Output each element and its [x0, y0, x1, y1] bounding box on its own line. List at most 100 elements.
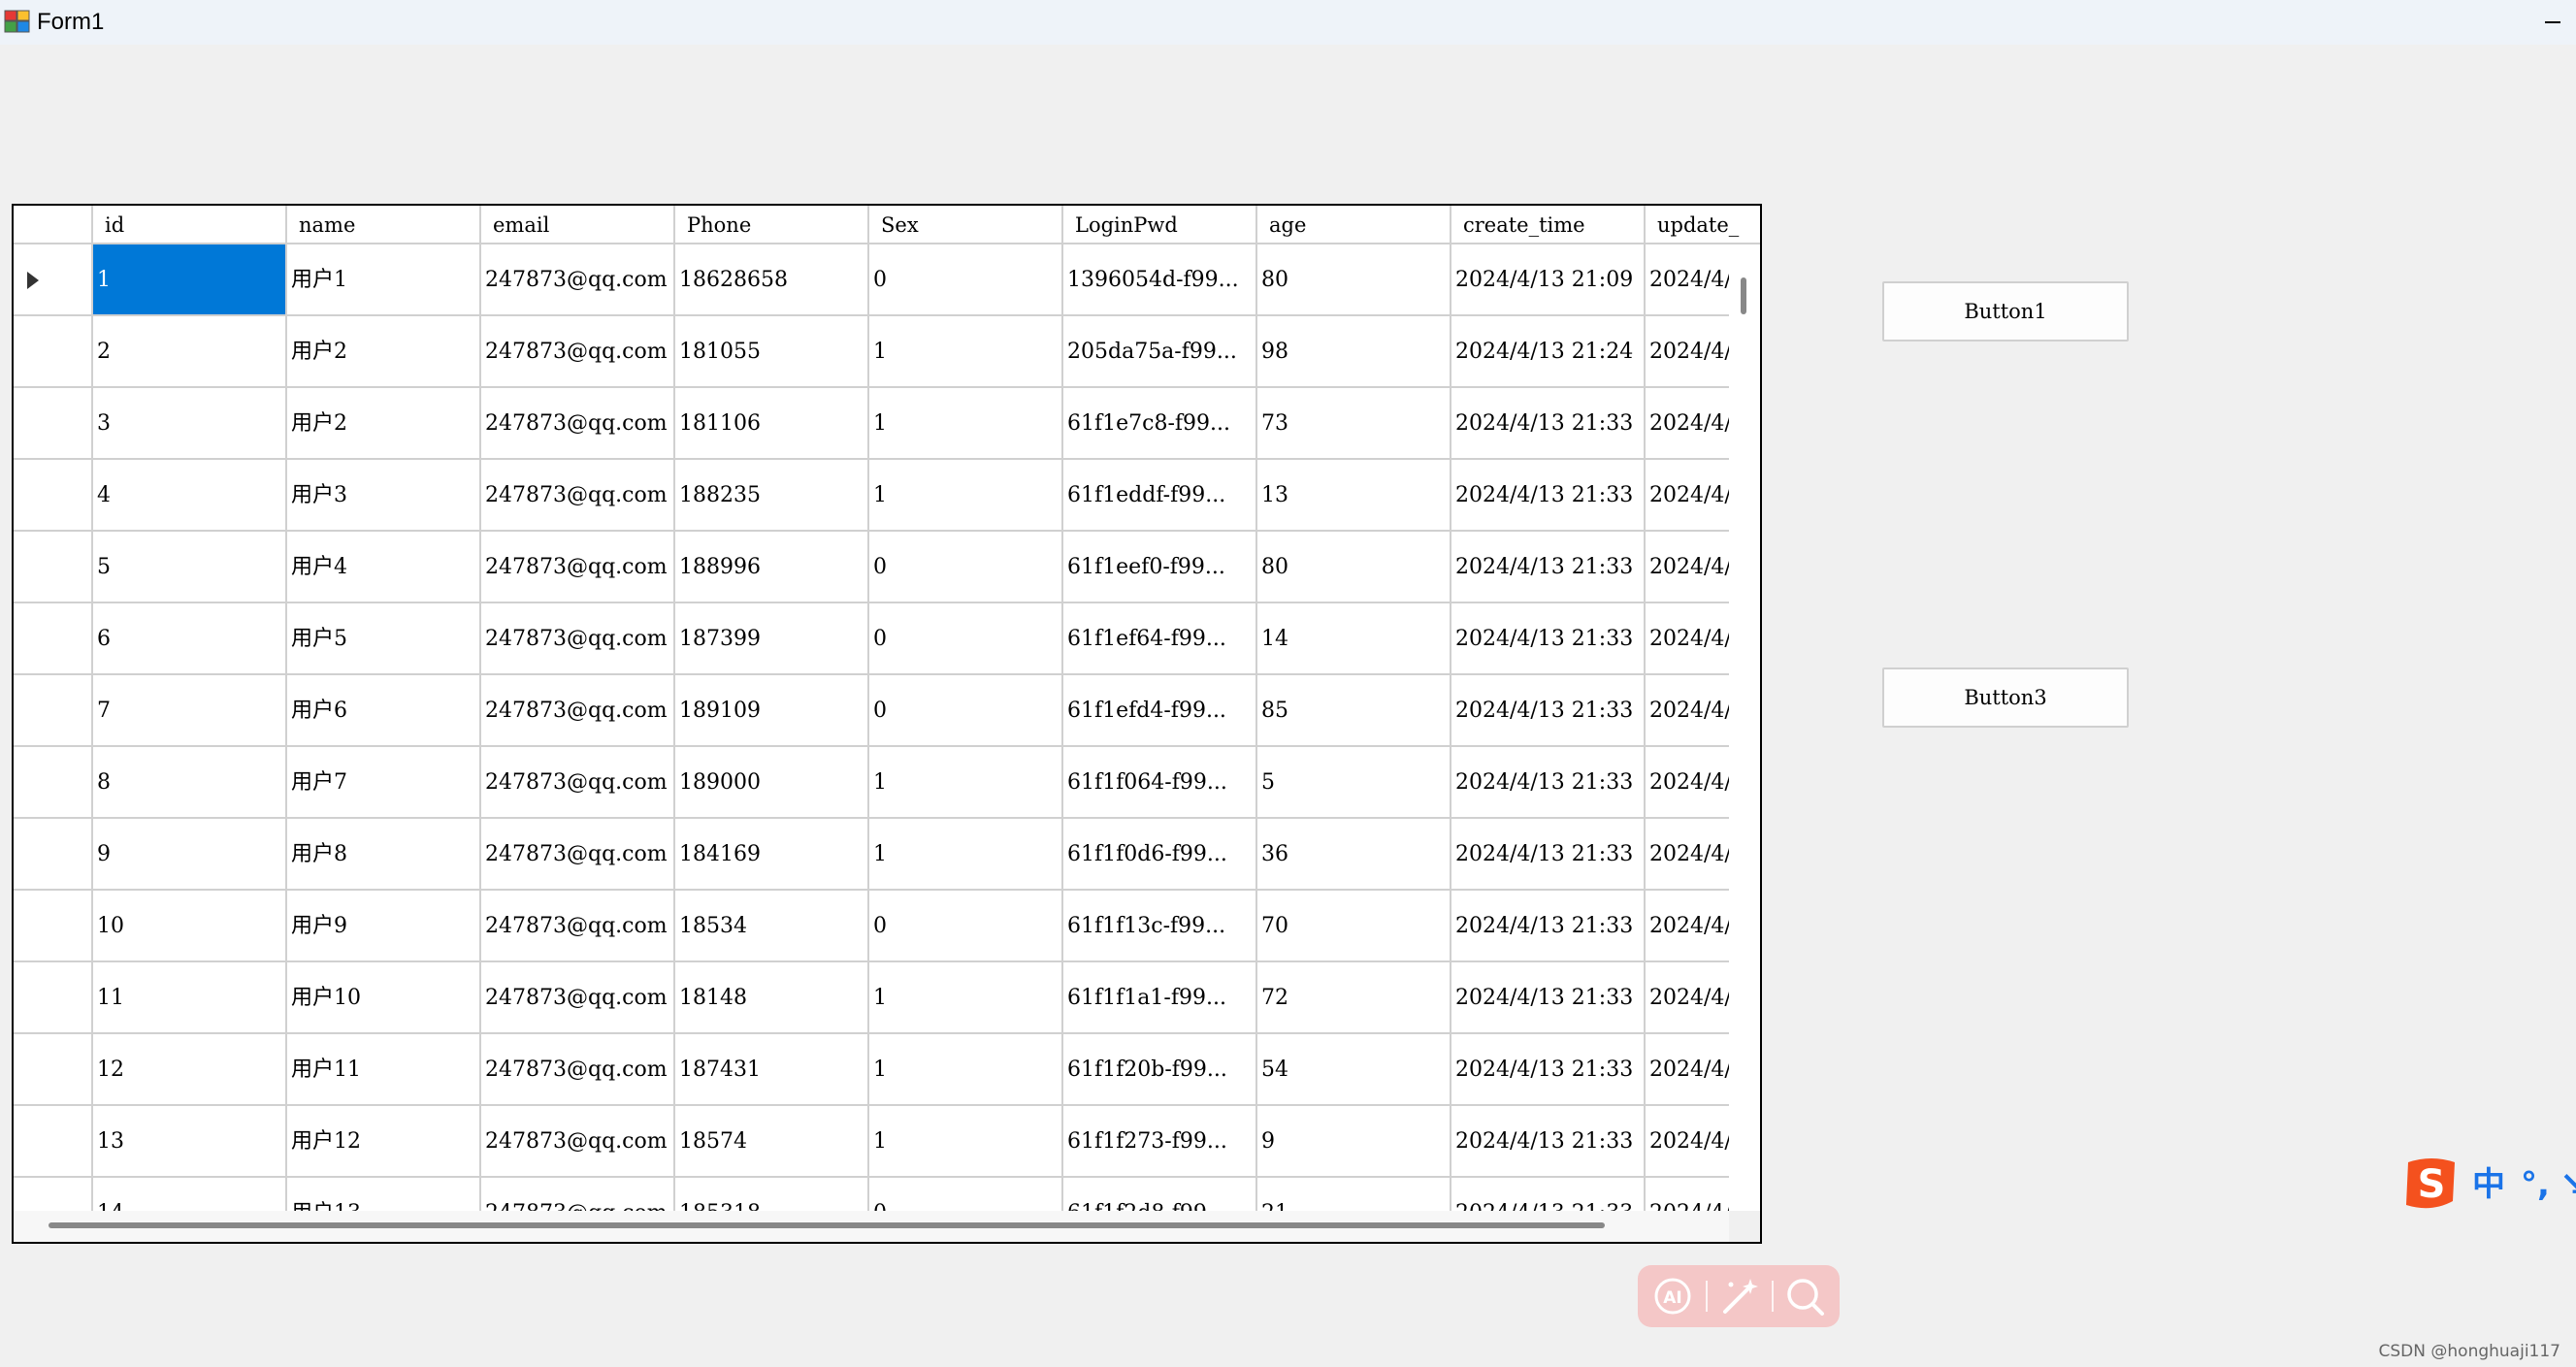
grid-cell-name[interactable]: 用户7: [287, 747, 481, 819]
grid-cell-email[interactable]: 247873@qq.com: [481, 1034, 675, 1106]
grid-cell-loginpwd[interactable]: 61f1e7c8-f99...: [1063, 388, 1257, 460]
grid-cell-loginpwd[interactable]: 61f1f1a1-f99...: [1063, 962, 1257, 1034]
grid-cell-name[interactable]: 用户2: [287, 388, 481, 460]
search-icon[interactable]: [1783, 1275, 1826, 1318]
column-header-phone[interactable]: Phone: [675, 206, 869, 244]
column-header-age[interactable]: age: [1257, 206, 1451, 244]
grid-cell-create-time[interactable]: 2024/4/13 21:33: [1451, 675, 1646, 747]
grid-cell-id[interactable]: 10: [93, 891, 287, 962]
grid-cell-loginpwd[interactable]: 61f1eddf-f99...: [1063, 460, 1257, 532]
row-header[interactable]: [14, 388, 93, 460]
row-header[interactable]: [14, 460, 93, 532]
grid-cell-phone[interactable]: 184169: [675, 819, 869, 891]
grid-cell-create-time[interactable]: 2024/4/13 21:33: [1451, 603, 1646, 675]
column-header-loginpwd[interactable]: LoginPwd: [1063, 206, 1257, 244]
grid-cell-loginpwd[interactable]: 61f1f273-f99...: [1063, 1106, 1257, 1178]
ime-toolbar[interactable]: S 中 °, ↘: [2400, 1153, 2576, 1221]
grid-cell-id[interactable]: 6: [93, 603, 287, 675]
grid-cell-sex[interactable]: 1: [869, 747, 1063, 819]
header-corner-cell[interactable]: [14, 206, 93, 244]
grid-cell-age[interactable]: 54: [1257, 1034, 1451, 1106]
grid-cell-age[interactable]: 5: [1257, 747, 1451, 819]
grid-cell-name[interactable]: 用户10: [287, 962, 481, 1034]
grid-cell-phone[interactable]: 18148: [675, 962, 869, 1034]
grid-cell-name[interactable]: 用户4: [287, 532, 481, 603]
grid-cell-age[interactable]: 80: [1257, 244, 1451, 316]
grid-cell-phone[interactable]: 187399: [675, 603, 869, 675]
grid-cell-sex[interactable]: 1: [869, 1034, 1063, 1106]
horizontal-scroll-thumb[interactable]: [49, 1222, 1605, 1228]
grid-cell-age[interactable]: 80: [1257, 532, 1451, 603]
row-header[interactable]: [14, 316, 93, 388]
row-header[interactable]: [14, 747, 93, 819]
grid-cell-name[interactable]: 用户11: [287, 1034, 481, 1106]
grid-cell-age[interactable]: 36: [1257, 819, 1451, 891]
grid-cell-create-time[interactable]: 2024/4/13 21:33: [1451, 819, 1646, 891]
button1[interactable]: Button1: [1882, 281, 2129, 342]
grid-cell-id[interactable]: 3: [93, 388, 287, 460]
ime-punctuation-toggle[interactable]: °,: [2521, 1165, 2550, 1204]
grid-cell-sex[interactable]: 0: [869, 603, 1063, 675]
ai-icon[interactable]: AI: [1651, 1275, 1694, 1318]
grid-cell-email[interactable]: 247873@qq.com: [481, 819, 675, 891]
minimize-button[interactable]: [2537, 0, 2576, 45]
grid-cell-name[interactable]: 用户12: [287, 1106, 481, 1178]
grid-cell-email[interactable]: 247873@qq.com: [481, 603, 675, 675]
grid-cell-name[interactable]: 用户3: [287, 460, 481, 532]
row-header[interactable]: [14, 244, 93, 316]
grid-cell-name[interactable]: 用户9: [287, 891, 481, 962]
grid-cell-loginpwd[interactable]: 61f1f13c-f99...: [1063, 891, 1257, 962]
grid-cell-email[interactable]: 247873@qq.com: [481, 244, 675, 316]
grid-cell-create-time[interactable]: 2024/4/13 21:33: [1451, 532, 1646, 603]
grid-cell-id[interactable]: 7: [93, 675, 287, 747]
grid-cell-email[interactable]: 247873@qq.com: [481, 316, 675, 388]
grid-cell-age[interactable]: 85: [1257, 675, 1451, 747]
grid-cell-age[interactable]: 98: [1257, 316, 1451, 388]
grid-cell-loginpwd[interactable]: 61f1f0d6-f99...: [1063, 819, 1257, 891]
grid-cell-age[interactable]: 13: [1257, 460, 1451, 532]
grid-cell-create-time[interactable]: 2024/4/13 21:33: [1451, 747, 1646, 819]
grid-cell-phone[interactable]: 181106: [675, 388, 869, 460]
grid-cell-id[interactable]: 12: [93, 1034, 287, 1106]
grid-cell-email[interactable]: 247873@qq.com: [481, 962, 675, 1034]
grid-cell-sex[interactable]: 1: [869, 1106, 1063, 1178]
grid-cell-create-time[interactable]: 2024/4/13 21:24: [1451, 316, 1646, 388]
grid-cell-id[interactable]: 4: [93, 460, 287, 532]
column-header-email[interactable]: email: [481, 206, 675, 244]
grid-cell-phone[interactable]: 187431: [675, 1034, 869, 1106]
grid-cell-sex[interactable]: 0: [869, 675, 1063, 747]
grid-cell-id[interactable]: 8: [93, 747, 287, 819]
grid-cell-loginpwd[interactable]: 1396054d-f99...: [1063, 244, 1257, 316]
grid-cell-loginpwd[interactable]: 61f1f064-f99...: [1063, 747, 1257, 819]
grid-cell-create-time[interactable]: 2024/4/13 21:33: [1451, 962, 1646, 1034]
grid-cell-phone[interactable]: 189109: [675, 675, 869, 747]
grid-cell-phone[interactable]: 18534: [675, 891, 869, 962]
row-header[interactable]: [14, 891, 93, 962]
grid-cell-create-time[interactable]: 2024/4/13 21:33: [1451, 1034, 1646, 1106]
grid-cell-sex[interactable]: 1: [869, 316, 1063, 388]
grid-cell-phone[interactable]: 18574: [675, 1106, 869, 1178]
row-header[interactable]: [14, 675, 93, 747]
grid-cell-name[interactable]: 用户2: [287, 316, 481, 388]
grid-cell-email[interactable]: 247873@qq.com: [481, 675, 675, 747]
vertical-scrollbar[interactable]: [1729, 244, 1760, 1215]
row-header[interactable]: [14, 532, 93, 603]
grid-cell-sex[interactable]: 0: [869, 532, 1063, 603]
grid-cell-loginpwd[interactable]: 205da75a-f99...: [1063, 316, 1257, 388]
grid-cell-id[interactable]: 2: [93, 316, 287, 388]
grid-cell-sex[interactable]: 0: [869, 244, 1063, 316]
grid-cell-create-time[interactable]: 2024/4/13 21:33: [1451, 460, 1646, 532]
grid-cell-phone[interactable]: 188235: [675, 460, 869, 532]
grid-cell-email[interactable]: 247873@qq.com: [481, 460, 675, 532]
sogou-logo-icon[interactable]: S: [2400, 1153, 2462, 1215]
grid-cell-age[interactable]: 14: [1257, 603, 1451, 675]
ime-more-toggle[interactable]: ↘: [2560, 1165, 2576, 1204]
magic-wand-icon[interactable]: [1717, 1275, 1760, 1318]
grid-cell-email[interactable]: 247873@qq.com: [481, 891, 675, 962]
data-grid-view[interactable]: id name email Phone Sex LoginPwd age create_tim…: [12, 204, 1762, 1244]
column-header-name[interactable]: name: [287, 206, 481, 244]
grid-cell-phone[interactable]: 181055: [675, 316, 869, 388]
grid-cell-create-time[interactable]: 2024/4/13 21:33: [1451, 891, 1646, 962]
row-header[interactable]: [14, 819, 93, 891]
row-header[interactable]: [14, 1034, 93, 1106]
